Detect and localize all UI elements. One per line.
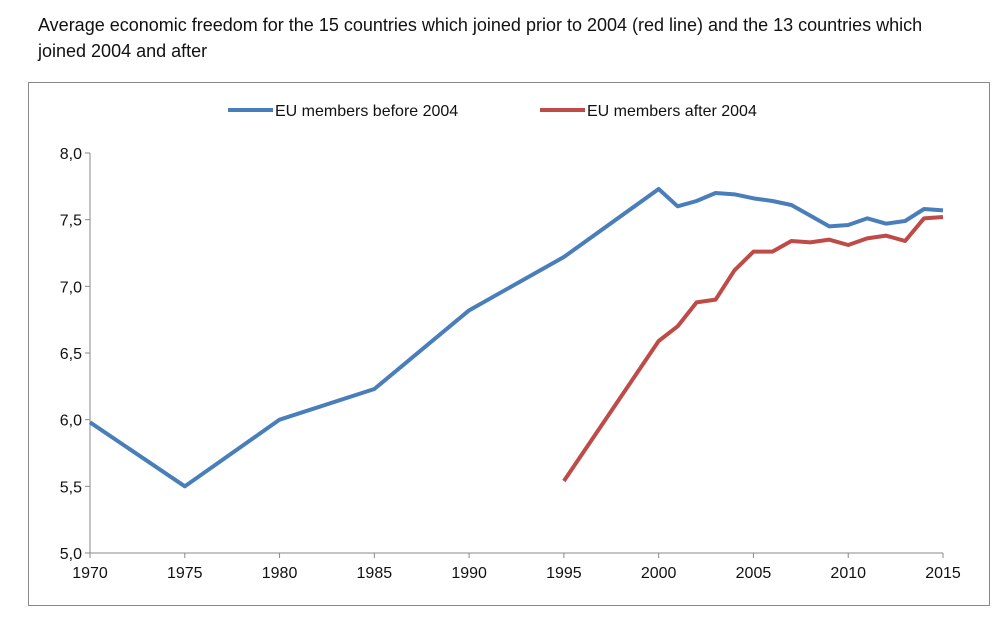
x-tick-label: 2010 xyxy=(830,565,866,582)
x-tick-label: 1985 xyxy=(357,565,393,582)
y-tick-label: 5,0 xyxy=(60,546,82,563)
x-tick-label: 2000 xyxy=(641,565,677,582)
y-tick-label: 5,5 xyxy=(60,479,82,496)
chart-title: Average economic freedom for the 15 coun… xyxy=(38,15,923,61)
x-tick-label: 1970 xyxy=(72,565,108,582)
legend-label: EU members before 2004 xyxy=(275,103,458,120)
y-tick-label: 7,5 xyxy=(60,213,82,230)
series-line-before-2004 xyxy=(88,187,944,489)
series-line-after-2004 xyxy=(562,215,944,483)
x-tick-label: 1975 xyxy=(167,565,203,582)
y-tick-label: 6,5 xyxy=(60,346,82,363)
x-tick-label: 2015 xyxy=(925,565,961,582)
x-tick-label: 2005 xyxy=(736,565,772,582)
x-tick-label: 1980 xyxy=(262,565,298,582)
chart-frame xyxy=(28,82,990,606)
y-tick-label: 7,0 xyxy=(60,279,82,296)
legend-label: EU members after 2004 xyxy=(587,103,757,120)
y-tick-label: 8,0 xyxy=(60,146,82,163)
x-tick-label: 1990 xyxy=(451,565,487,582)
y-tick-label: 6,0 xyxy=(60,413,82,430)
x-tick-label: 1995 xyxy=(546,565,582,582)
